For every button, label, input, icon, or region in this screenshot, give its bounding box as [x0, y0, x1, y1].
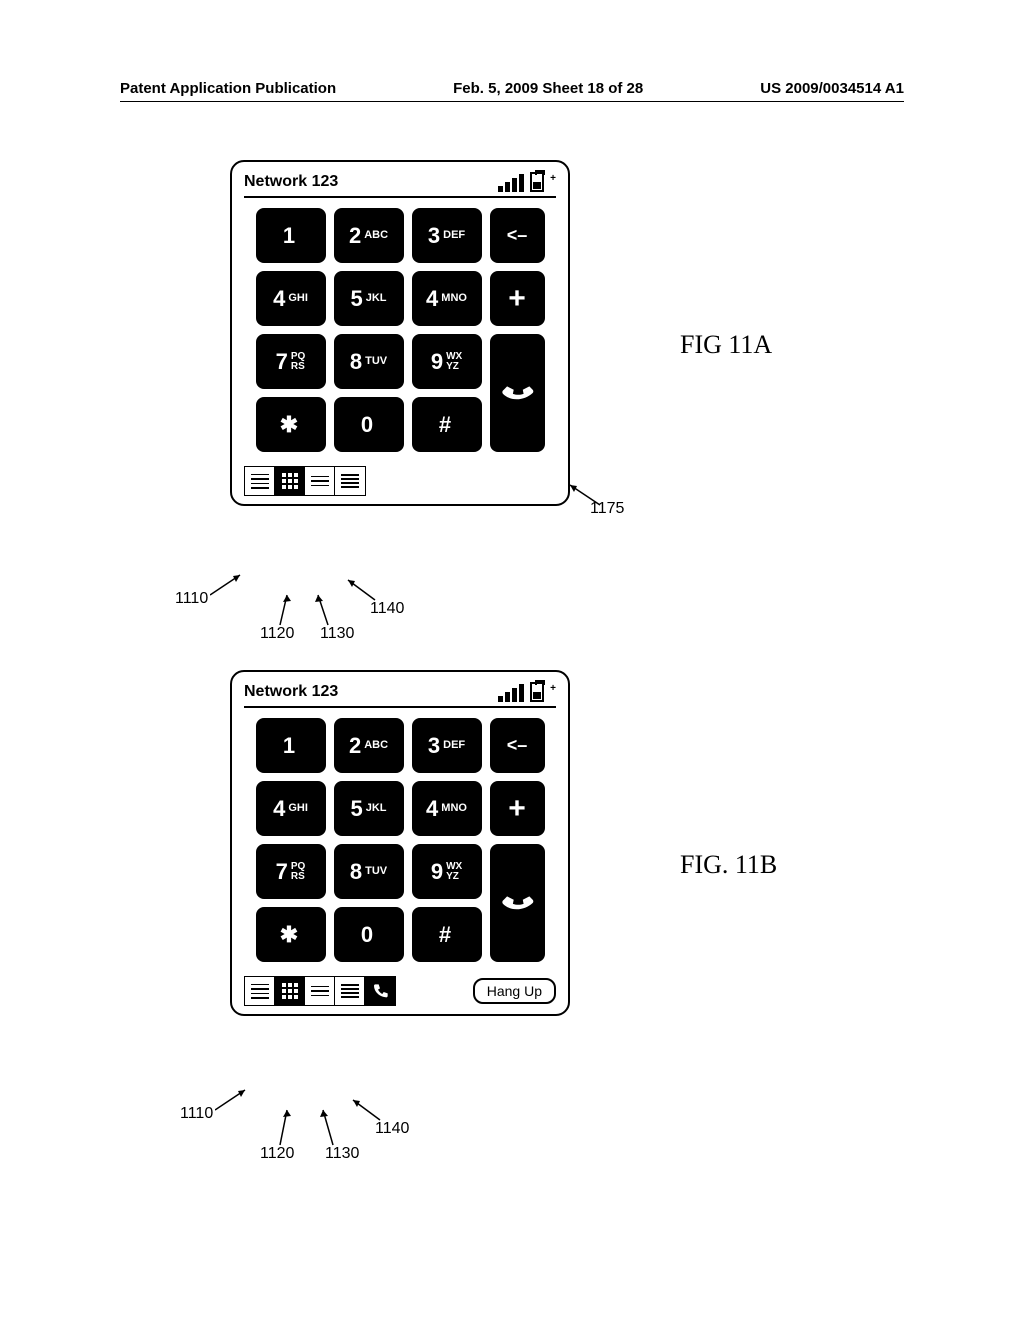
key-9[interactable]: 9WXYZ: [412, 334, 482, 389]
status-bar: Network 123 +: [244, 682, 556, 708]
arrow-1110-b: [215, 1085, 255, 1115]
key-7[interactable]: 7PQRS: [256, 844, 326, 899]
device-frame: Network 123 + 1 2ABC 3DEF <– 4GHI 5JKL 4…: [230, 160, 570, 506]
arrow-1130: [310, 590, 335, 630]
status-bar: Network 123 +: [244, 172, 556, 198]
tab-menu[interactable]: [305, 977, 335, 1005]
tab-keypad[interactable]: [275, 977, 305, 1005]
header-right: US 2009/0034514 A1: [760, 80, 904, 97]
tab-list[interactable]: [245, 467, 275, 495]
arrow-1120: [275, 590, 295, 630]
key-0[interactable]: 0: [334, 907, 404, 962]
key-4[interactable]: 4GHI: [256, 271, 326, 326]
arrow-1130-b: [315, 1105, 340, 1150]
key-1[interactable]: 1: [256, 718, 326, 773]
signal-icon: [498, 684, 524, 702]
key-6[interactable]: 4MNO: [412, 271, 482, 326]
tab-keypad[interactable]: [275, 467, 305, 495]
battery-plus-icon: +: [550, 683, 556, 694]
signal-icon: [498, 174, 524, 192]
key-4[interactable]: 4GHI: [256, 781, 326, 836]
key-0[interactable]: 0: [334, 397, 404, 452]
tab-list[interactable]: [245, 977, 275, 1005]
key-plus[interactable]: +: [490, 271, 545, 326]
key-backspace[interactable]: <–: [490, 718, 545, 773]
key-1[interactable]: 1: [256, 208, 326, 263]
key-backspace[interactable]: <–: [490, 208, 545, 263]
tab-phone[interactable]: [365, 977, 395, 1005]
key-9[interactable]: 9WXYZ: [412, 844, 482, 899]
arrow-1110: [210, 570, 250, 600]
tab-lines[interactable]: [335, 467, 365, 495]
phone-icon: [497, 373, 537, 413]
battery-icon: [530, 682, 544, 702]
key-2[interactable]: 2ABC: [334, 718, 404, 773]
key-8[interactable]: 8TUV: [334, 844, 404, 899]
key-star[interactable]: ✱: [256, 907, 326, 962]
ref-1110: 1110: [175, 590, 208, 608]
keypad: 1 2ABC 3DEF <– 4GHI 5JKL 4MNO + 7PQRS 8T…: [244, 208, 556, 452]
key-8[interactable]: 8TUV: [334, 334, 404, 389]
keypad: 1 2ABC 3DEF <– 4GHI 5JKL 4MNO + 7PQRS 8T…: [244, 718, 556, 962]
key-hash[interactable]: #: [412, 397, 482, 452]
key-3[interactable]: 3DEF: [412, 208, 482, 263]
key-6[interactable]: 4MNO: [412, 781, 482, 836]
figure-11a: Network 123 + 1 2ABC 3DEF <– 4GHI 5JKL 4…: [230, 160, 570, 506]
key-hash[interactable]: #: [412, 907, 482, 962]
arrow-1175: [565, 480, 605, 510]
key-star[interactable]: ✱: [256, 397, 326, 452]
arrow-1120-b: [275, 1105, 295, 1150]
hangup-button[interactable]: Hang Up: [473, 978, 556, 1004]
bottom-tabs: [244, 976, 396, 1006]
header-center: Feb. 5, 2009 Sheet 18 of 28: [453, 80, 643, 97]
key-5[interactable]: 5JKL: [334, 271, 404, 326]
key-7[interactable]: 7PQRS: [256, 334, 326, 389]
network-label: Network 123: [244, 173, 338, 191]
figure-label-11a: FIG 11A: [680, 330, 772, 360]
key-call[interactable]: [490, 844, 545, 962]
key-call[interactable]: [490, 334, 545, 452]
ref-1110-b: 1110: [180, 1105, 213, 1123]
phone-icon: [497, 883, 537, 923]
arrow-1140-b: [345, 1095, 385, 1125]
device-frame: Network 123 + 1 2ABC 3DEF <– 4GHI 5JKL 4…: [230, 670, 570, 1016]
figure-11b: Network 123 + 1 2ABC 3DEF <– 4GHI 5JKL 4…: [230, 670, 570, 1016]
key-3[interactable]: 3DEF: [412, 718, 482, 773]
network-label: Network 123: [244, 683, 338, 701]
key-5[interactable]: 5JKL: [334, 781, 404, 836]
battery-icon: [530, 172, 544, 192]
key-2[interactable]: 2ABC: [334, 208, 404, 263]
bottom-tabs: [244, 466, 366, 496]
figure-label-11b: FIG. 11B: [680, 850, 777, 880]
arrow-1140: [340, 575, 380, 605]
battery-plus-icon: +: [550, 173, 556, 184]
page-header: Patent Application Publication Feb. 5, 2…: [120, 80, 904, 102]
tab-menu[interactable]: [305, 467, 335, 495]
key-plus[interactable]: +: [490, 781, 545, 836]
tab-lines[interactable]: [335, 977, 365, 1005]
header-left: Patent Application Publication: [120, 80, 336, 97]
